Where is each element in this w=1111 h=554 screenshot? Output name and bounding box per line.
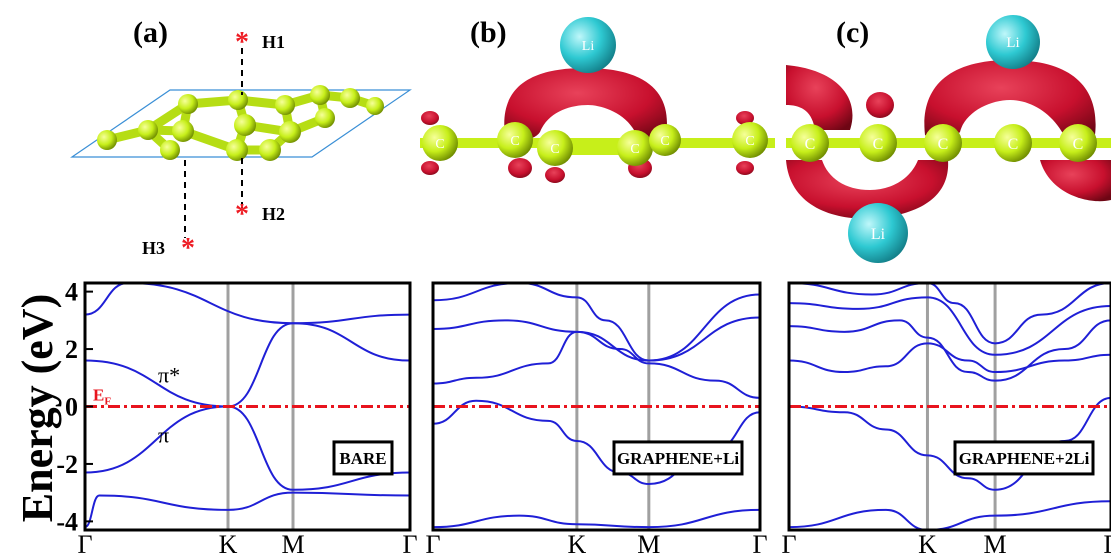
x-tick-label: M	[637, 530, 660, 554]
band-line	[433, 330, 760, 399]
plot-frame	[431, 281, 762, 532]
carbon-label: C	[1073, 136, 1084, 153]
carbon-label: C	[745, 134, 754, 149]
site-marker-h2: *	[235, 199, 249, 230]
carbon-label: C	[938, 136, 949, 153]
band-panel-3: Γ K M Γ GRAPHENE+2Li	[781, 281, 1111, 554]
lithium-atom-bottom	[848, 203, 908, 263]
band-line	[789, 342, 1111, 374]
y-axis-label: Energy (eV)	[13, 294, 62, 523]
charge-density-lobes-c	[786, 60, 1111, 219]
lithium-label: Li	[1006, 35, 1019, 51]
label-box	[953, 440, 1095, 476]
site-label-h2: H2	[262, 204, 285, 224]
panel-label-b: (b)	[470, 16, 507, 49]
panel-label-a: (a)	[133, 16, 168, 49]
pi-label: π	[158, 423, 169, 448]
lithium-label: Li	[871, 226, 886, 243]
band-line	[85, 491, 410, 529]
pi-star-label: π*	[158, 362, 180, 387]
band-line	[433, 316, 760, 362]
band-line	[85, 322, 410, 408]
panel-a: (a)	[70, 16, 412, 264]
plot-frame	[787, 281, 1111, 532]
carbon-label: C	[435, 137, 444, 152]
x-tick-label: M	[281, 530, 304, 554]
x-tick-label: K	[567, 530, 586, 554]
lithium-atom-top	[986, 15, 1040, 69]
x-tick-label: Γ	[77, 530, 92, 554]
fermi-label: EF	[93, 386, 111, 408]
site-marker-h1: *	[235, 27, 249, 58]
graphene-atoms	[97, 85, 384, 161]
band-line	[85, 405, 410, 491]
y-tick-label: 0	[65, 393, 78, 422]
site-label-h1: H1	[262, 32, 285, 52]
panel-label-c: (c)	[836, 16, 869, 49]
carbon-label: C	[630, 142, 639, 157]
x-tick-label: Γ	[1103, 530, 1111, 554]
x-tick-label: K	[918, 530, 937, 554]
carbon-label: C	[1008, 136, 1019, 153]
band-line	[789, 283, 1111, 345]
carbon-labels-b: C C C C C C	[435, 134, 754, 157]
panel-b: C C C C C C Li (b)	[420, 16, 775, 183]
label-box	[332, 440, 394, 476]
carbon-label: C	[510, 134, 519, 149]
site-lines	[184, 48, 243, 238]
band-structures: Γ K M Γ 4 2 0 -2 -4 BARE EF π* π Γ K M Γ GRAPHENE+Li Γ K M Γ G…	[56, 278, 1111, 554]
carbon-label: C	[873, 136, 884, 153]
carbon-label: C	[550, 142, 559, 157]
label-box-text: GRAPHENE+Li	[617, 449, 739, 468]
y-tick-label: 2	[65, 335, 78, 364]
panel-c: C C C C C Li Li (c)	[786, 15, 1111, 263]
carbon-label: C	[660, 134, 669, 149]
label-box-text: BARE	[339, 449, 386, 468]
label-box	[612, 440, 744, 476]
carbon-atoms-c	[791, 124, 1097, 162]
band-panel-1: Γ K M Γ 4 2 0 -2 -4 BARE EF π* π	[56, 278, 417, 554]
band-line	[789, 296, 1111, 356]
carbon-labels-c: C C C C C	[805, 136, 1084, 153]
band-line	[789, 500, 1111, 530]
carbon-label: C	[805, 136, 816, 153]
x-tick-label: Γ	[781, 530, 796, 554]
y-tick-label: -2	[56, 450, 78, 479]
band-line	[433, 508, 760, 529]
y-tick-label: 4	[65, 278, 78, 307]
lithium-atom-b	[560, 17, 616, 73]
x-tick-label: Γ	[752, 530, 767, 554]
label-box-text: GRAPHENE+2Li	[959, 449, 1090, 468]
site-markers: * * *	[181, 27, 249, 264]
band-line	[85, 283, 410, 325]
x-tick-label: Γ	[425, 530, 440, 554]
bands	[85, 283, 410, 529]
band-line	[789, 319, 1111, 382]
charge-density-lobe	[504, 68, 667, 140]
y-tick-label: -4	[56, 507, 78, 536]
carbon-atoms-b	[422, 122, 768, 166]
carbon-chain-b	[420, 138, 775, 155]
lithium-label: Li	[582, 39, 595, 54]
x-tick-label: K	[219, 530, 238, 554]
charge-density-small	[421, 111, 754, 183]
fermi-label-sub: F	[104, 396, 111, 408]
site-marker-h3: *	[181, 233, 195, 264]
site-label-h3: H3	[142, 238, 165, 258]
x-tick-label: M	[984, 530, 1007, 554]
x-tick-label: Γ	[402, 530, 417, 554]
band-panel-2: Γ K M Γ GRAPHENE+Li	[425, 281, 768, 554]
